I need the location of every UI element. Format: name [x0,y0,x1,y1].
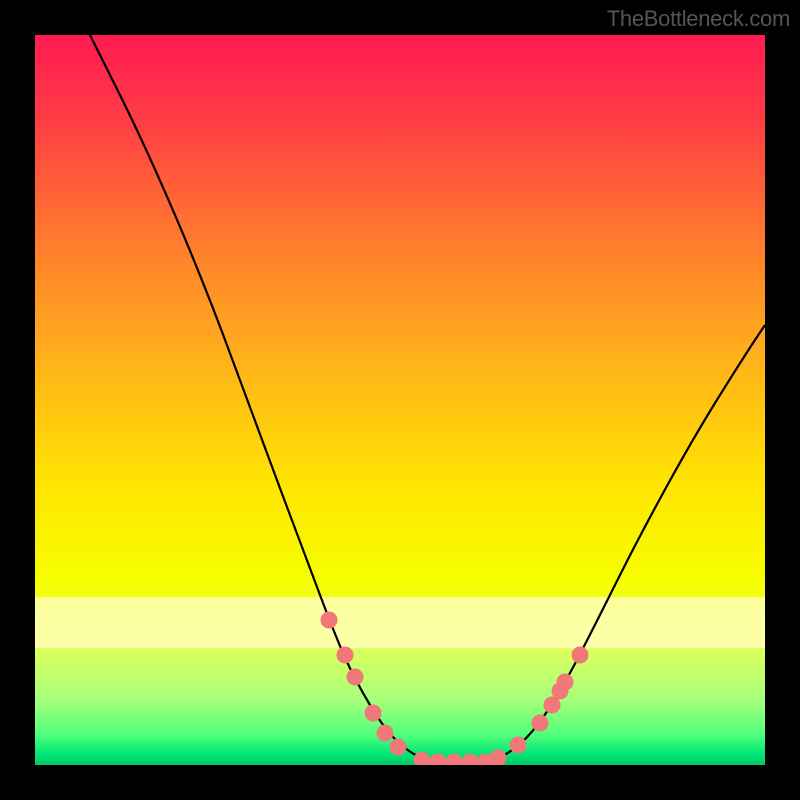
data-marker [572,647,588,663]
data-marker [430,754,446,765]
data-marker [414,752,430,765]
data-marker [462,754,478,765]
data-marker [321,612,337,628]
data-marker [377,725,393,741]
bottleneck-curve [35,35,765,765]
data-marker [544,697,560,713]
data-marker [347,669,363,685]
plot-area [35,35,765,765]
data-marker [337,647,353,663]
data-marker [446,754,462,765]
data-marker [557,674,573,690]
data-marker [510,737,526,753]
chart-container: TheBottleneck.com [0,0,800,800]
data-marker [390,739,406,755]
watermark-text: TheBottleneck.com [607,6,790,32]
data-marker [490,750,506,765]
data-marker [532,715,548,731]
data-marker [365,705,381,721]
